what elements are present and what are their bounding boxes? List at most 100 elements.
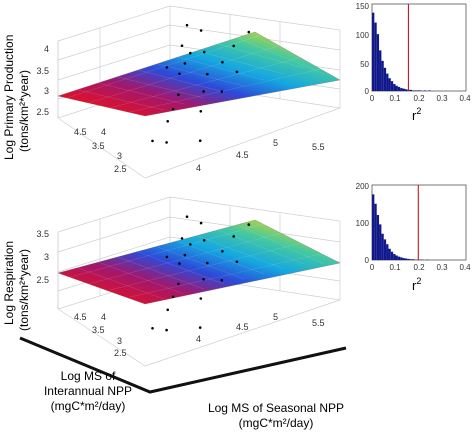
- data-point: [183, 62, 187, 65]
- data-point: [220, 90, 224, 93]
- seasonal-tick: 4: [196, 163, 201, 173]
- hist-y-tick: 0: [365, 256, 370, 265]
- hist-x-tick: 0.2: [413, 94, 425, 103]
- seasonal-tick: 5: [273, 312, 278, 322]
- data-point: [189, 243, 192, 246]
- hist-bar: [423, 90, 427, 91]
- interannual-tick: 4.5: [74, 312, 87, 322]
- hist-bar: [393, 84, 396, 91]
- data-point: [151, 327, 154, 330]
- hist-bar: [374, 203, 377, 260]
- panel-histogram-respiration: 200 100 0 0 0.1 0.2 0.3 0.4 r2: [356, 182, 471, 293]
- data-point: [180, 237, 184, 240]
- hist-bar: [376, 215, 380, 260]
- z-ticks: 4 3.5 3 2.5: [36, 44, 49, 117]
- interannual-tick: 2.5: [114, 164, 127, 174]
- data-point: [177, 282, 180, 286]
- panel-respiration: 3.5 3 2.5 4.5 4 3.5 3 2.5 4 4.5 5 5.5 Lo…: [2, 196, 341, 367]
- hist-bar: [428, 90, 431, 91]
- data-points: [151, 23, 251, 144]
- hist-x-ticks: 0 0.1 0.2 0.3 0.4: [370, 94, 471, 103]
- hist-bar: [379, 50, 382, 91]
- hist-bar: [416, 90, 419, 91]
- hist-x-label: r2: [412, 276, 421, 293]
- hist-x-label: r2: [412, 106, 421, 123]
- axis-bracket: [19, 336, 347, 394]
- seasonal-tick: 4.5: [236, 322, 249, 332]
- data-point: [151, 139, 154, 143]
- data-point: [235, 70, 239, 74]
- hist-bar: [397, 86, 401, 91]
- hist-y-tick: 100: [356, 219, 370, 228]
- interannual-tick: 3.5: [92, 141, 105, 151]
- interannual-unit: (mgC*m²/day): [51, 399, 126, 413]
- z-tick: 2.5: [36, 275, 49, 285]
- hist-x-tick: 0.4: [459, 263, 471, 272]
- z-ticks: 3.5 3 2.5: [36, 229, 49, 285]
- hist-bar: [381, 233, 384, 260]
- data-point: [199, 297, 203, 300]
- z-tick: 2.5: [36, 107, 49, 117]
- data-point: [178, 262, 181, 265]
- hist-bar: [388, 248, 391, 260]
- hist-bar: [372, 12, 375, 92]
- interannual-tick: 4.5: [74, 127, 87, 137]
- data-point: [166, 308, 169, 312]
- hist-bar: [397, 256, 401, 261]
- hist-bar: [404, 89, 408, 91]
- surface-grid: [66, 223, 326, 300]
- data-point: [202, 90, 205, 93]
- data-point: [171, 107, 175, 111]
- y-axis-unit: (tons/km²*year): [17, 249, 31, 331]
- interannual-tick: 3: [117, 151, 122, 161]
- shared-axes: Log MS of Interannual NPP (mgC*m²/day) L…: [19, 336, 347, 430]
- data-point: [165, 66, 169, 69]
- hist-bars: [372, 194, 429, 261]
- hist-bar: [374, 22, 377, 92]
- z-tick: 3: [44, 252, 49, 262]
- hist-bar: [386, 73, 389, 91]
- z-tick: 3.5: [36, 229, 49, 239]
- interannual-tick: 3.5: [92, 325, 105, 335]
- data-point: [198, 326, 202, 329]
- data-point: [185, 23, 189, 27]
- hist-bar: [411, 259, 415, 260]
- interannual-tick: 2.5: [114, 348, 127, 358]
- data-point: [198, 139, 202, 142]
- data-point: [199, 221, 203, 225]
- data-point: [235, 260, 239, 264]
- hist-bar: [419, 90, 422, 91]
- data-point: [185, 215, 189, 218]
- hist-x-tick: 0.1: [389, 94, 401, 103]
- y-axis-label: Log Primary Production: [2, 35, 16, 160]
- data-points: [151, 215, 251, 332]
- seasonal-ticks: 4 4.5 5 5.5: [196, 138, 325, 173]
- data-point: [247, 30, 251, 34]
- data-point: [171, 295, 175, 299]
- seasonal-tick: 5.5: [312, 142, 325, 152]
- hist-x-tick: 0.3: [436, 94, 448, 103]
- hist-bar: [383, 67, 387, 91]
- hist-bar: [393, 254, 396, 260]
- data-point: [202, 50, 206, 54]
- hist-bar: [414, 90, 417, 91]
- z-tick: 4: [44, 44, 49, 54]
- seasonal-tick: 5.5: [312, 318, 325, 328]
- data-point: [189, 51, 192, 55]
- data-point: [206, 261, 209, 265]
- data-point: [221, 60, 224, 64]
- hist-bar: [379, 224, 382, 261]
- surface-grid: [66, 33, 326, 113]
- z-tick: 3: [44, 86, 49, 96]
- z-tick: 3.5: [36, 66, 49, 76]
- seasonal-ticks: 4 4.5 5 5.5: [196, 312, 325, 344]
- hist-x-ticks: 0 0.1 0.2 0.3 0.4: [370, 263, 471, 272]
- seasonal-label: Log MS of Seasonal NPP: [208, 401, 344, 415]
- interannual-ticks: 4.5 4 3.5 3 2.5: [74, 127, 127, 174]
- hist-y-tick: 100: [356, 31, 370, 40]
- hist-y-ticks: 150 100 50 0: [356, 2, 370, 96]
- interannual-tick: 4: [101, 127, 106, 137]
- interannual-ticks: 4.5 4 3.5 3 2.5: [74, 312, 127, 358]
- hist-y-tick: 50: [360, 60, 369, 69]
- hist-bar: [390, 81, 394, 91]
